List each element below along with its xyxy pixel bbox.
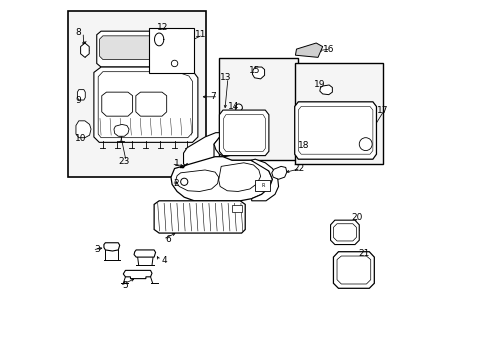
Polygon shape [114,125,129,136]
Bar [68,11,206,177]
Text: 7: 7 [210,92,216,101]
Text: 1: 1 [173,159,179,168]
Circle shape [308,132,316,140]
Polygon shape [319,85,332,95]
Polygon shape [104,243,120,251]
Circle shape [359,138,371,150]
Polygon shape [136,92,166,116]
Bar [294,63,382,164]
Polygon shape [100,36,178,59]
Text: 19: 19 [314,81,325,90]
Text: R: R [261,183,264,188]
Text: 9: 9 [75,96,81,105]
Polygon shape [214,130,233,157]
Text: 13: 13 [220,73,231,82]
Text: 10: 10 [75,134,86,143]
Polygon shape [219,110,268,156]
Text: 4: 4 [162,256,167,265]
Polygon shape [94,63,198,142]
Text: 15: 15 [248,66,260,75]
Polygon shape [183,133,221,171]
Circle shape [171,60,178,67]
Text: 8: 8 [75,28,81,37]
Polygon shape [330,220,359,244]
Text: 6: 6 [165,235,171,244]
Polygon shape [102,92,132,116]
Text: 11: 11 [195,30,206,39]
Circle shape [180,178,187,185]
Text: 12: 12 [156,23,168,32]
Polygon shape [77,90,85,100]
Bar [149,28,194,73]
Bar [255,180,270,191]
Polygon shape [271,166,286,179]
Text: 22: 22 [292,164,304,173]
Polygon shape [97,31,182,67]
Circle shape [235,104,242,111]
Polygon shape [171,157,272,201]
Text: 2: 2 [173,179,179,188]
Text: 21: 21 [358,249,369,258]
Text: 23: 23 [118,157,129,166]
Polygon shape [252,67,264,79]
Text: 17: 17 [376,105,387,114]
Polygon shape [76,121,91,138]
Polygon shape [250,159,278,201]
Polygon shape [333,252,373,288]
Polygon shape [294,102,376,159]
Text: 18: 18 [297,141,308,150]
Text: 20: 20 [351,213,362,222]
Bar [231,205,242,212]
Bar [219,58,298,160]
Text: 3: 3 [94,246,100,255]
Text: 14: 14 [228,102,239,111]
Text: 16: 16 [322,45,333,54]
Polygon shape [154,201,244,233]
Polygon shape [123,270,152,279]
Text: 5: 5 [122,281,128,290]
Polygon shape [81,43,89,57]
Polygon shape [134,250,155,257]
Polygon shape [295,43,322,57]
